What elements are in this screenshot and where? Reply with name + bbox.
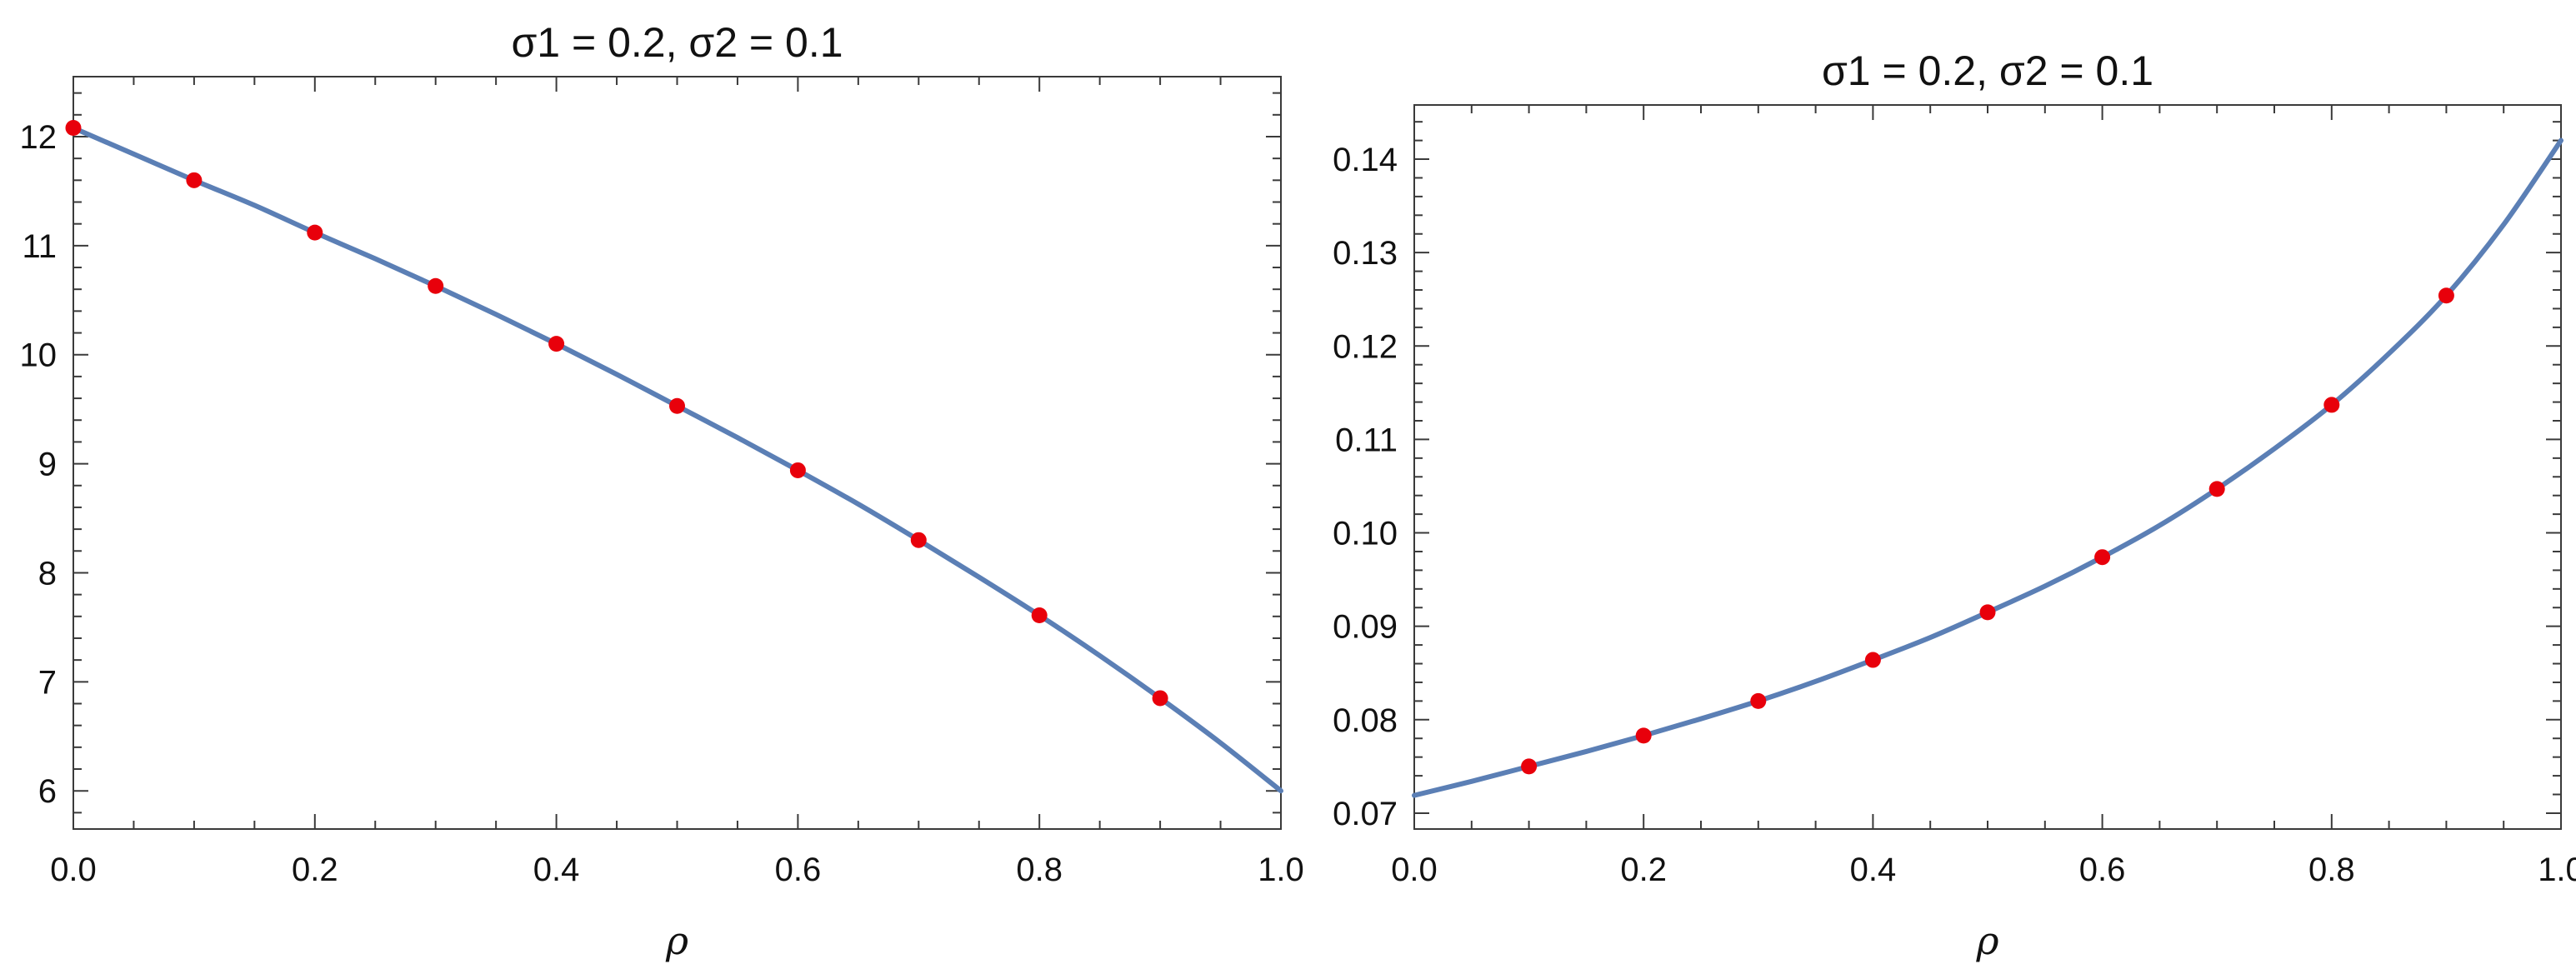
- chart-title: σ1 = 0.2, σ2 = 0.1: [1822, 47, 2153, 94]
- x-axis-label: ρ: [1975, 918, 1998, 963]
- data-point: [1864, 652, 1881, 668]
- y-tick-label: 6: [38, 773, 57, 810]
- y-tick-label: 0.14: [1333, 142, 1398, 178]
- x-tick-label: 1.0: [2538, 852, 2576, 888]
- chart-title: σ1 = 0.2, σ2 = 0.1: [511, 19, 843, 66]
- data-point: [548, 336, 565, 352]
- data-point: [186, 172, 203, 188]
- x-tick-label: 0.8: [1016, 852, 1063, 888]
- data-point: [65, 120, 82, 137]
- y-tick-label: 7: [38, 664, 57, 701]
- x-tick-label: 0.0: [50, 852, 97, 888]
- plot-frame: [1413, 104, 2562, 830]
- x-axis-label: ρ: [665, 918, 688, 963]
- data-point: [1979, 604, 1996, 621]
- y-tick-label: 0.11: [1335, 422, 1398, 458]
- series-curve: [1412, 137, 2563, 798]
- data-point: [2323, 397, 2340, 413]
- y-tick-label: 0.08: [1333, 702, 1398, 739]
- data-point: [1750, 692, 1767, 709]
- data-point: [1152, 690, 1168, 707]
- x-tick-label: 0.2: [292, 852, 338, 888]
- y-tick-label: 0.10: [1333, 516, 1398, 552]
- right-chart: σ1 = 0.2, σ2 = 0.1 ρ 0.0 0.2 0.4 0.6 0.8 1.0 0…: [1333, 47, 2576, 963]
- plot-frame: [73, 76, 1282, 830]
- data-point: [789, 462, 806, 478]
- data-point: [910, 532, 927, 548]
- data-point: [1521, 758, 1538, 775]
- data-point: [307, 224, 323, 241]
- x-tick-label: 0.6: [2079, 852, 2126, 888]
- x-tick-label: 0.4: [533, 852, 580, 888]
- y-tick-label: 10: [20, 337, 58, 374]
- y-tick-label: 8: [38, 555, 57, 592]
- data-point: [1635, 727, 1652, 744]
- left-chart: σ1 = 0.2, σ2 = 0.1 ρ 0.0 0.2 0.4 0.6 0.8 1.0 6…: [20, 19, 1304, 963]
- x-tick-label: 0.6: [775, 852, 822, 888]
- x-tick-label: 0.8: [2308, 852, 2355, 888]
- data-point: [669, 397, 685, 414]
- y-tick-label: 0.07: [1333, 796, 1398, 832]
- series-curve: [71, 125, 1283, 794]
- data-point: [2438, 287, 2454, 304]
- data-point: [2094, 549, 2111, 566]
- x-tick-label: 1.0: [1258, 852, 1304, 888]
- y-tick-label: 12: [20, 119, 58, 156]
- y-tick-label: 9: [38, 447, 57, 483]
- y-tick-label: 11: [22, 228, 57, 265]
- x-tick-label: 0.4: [1850, 852, 1897, 888]
- y-tick-label: 0.12: [1333, 328, 1398, 365]
- y-tick-label: 0.09: [1333, 609, 1398, 646]
- x-tick-label: 0.0: [1391, 852, 1438, 888]
- x-tick-label: 0.2: [1620, 852, 1667, 888]
- data-point: [428, 277, 444, 294]
- data-point: [1031, 607, 1048, 623]
- data-point: [2208, 481, 2225, 497]
- y-tick-label: 0.13: [1333, 235, 1398, 272]
